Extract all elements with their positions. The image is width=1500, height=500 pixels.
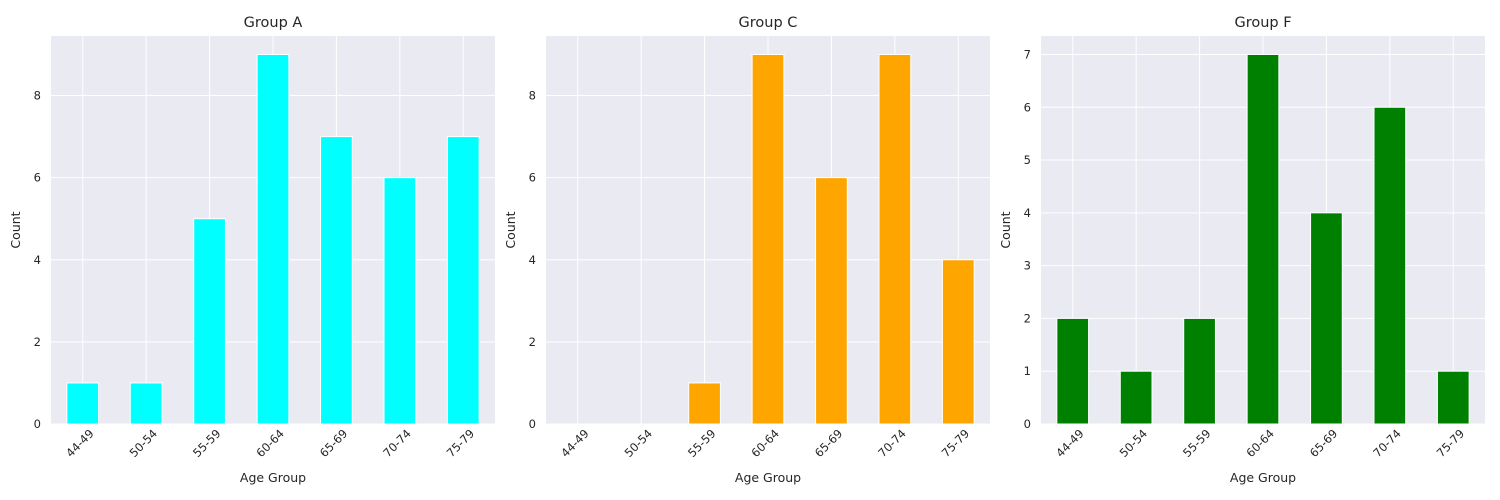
chart-1-ytick-label: 4: [34, 253, 41, 267]
chart-3-ytick-label: 5: [1024, 153, 1031, 167]
chart-3-xtick-label: 50-54: [1117, 426, 1151, 460]
chart-3-bar-65-69: [1310, 212, 1343, 425]
chart-2-xtick-label: 50-54: [622, 426, 656, 460]
chart-3-ytick-label: 2: [1024, 311, 1031, 325]
chart-3-xtick-label: 65-69: [1307, 426, 1341, 460]
chart-3: 0 1 2 3 4 5 6 7 44-49 50-54 55-59 60-64 65-69 70-74 75…: [998, 15, 1485, 485]
chart-1-xtick-label: 55-59: [190, 426, 224, 460]
chart-3-title: Group F: [1234, 15, 1291, 31]
chart-2-bar-75-79: [941, 259, 975, 425]
chart-1-xtick-label: 75-79: [444, 426, 478, 460]
chart-2-bar-70-74: [878, 53, 912, 425]
chart-3-bar-55-59: [1183, 317, 1216, 425]
chart-2-bar-65-69: [815, 177, 848, 425]
chart-2-xtick-label: 44-49: [558, 426, 592, 460]
chart-2: 0 2 4 6 8 44-49 50-54 55-59 60-64 65-69 70-74 75-79…: [503, 15, 990, 485]
chart-3-xtick-label: 55-59: [1180, 426, 1214, 460]
chart-3-xtick-label: 75-79: [1434, 426, 1468, 460]
chart-2-bar-55-59: [688, 382, 721, 425]
chart-1-title: Group A: [244, 15, 303, 31]
chart-2-bar-60-64: [751, 53, 785, 425]
chart-2-ytick-label: 2: [529, 335, 536, 349]
chart-2-title: Group C: [739, 15, 798, 31]
chart-1-bar-65-69: [320, 136, 353, 425]
chart-3-bar-50-54: [1119, 370, 1153, 425]
chart-1-bar-60-64: [256, 53, 290, 425]
chart-2-ytick-label: 6: [529, 171, 536, 185]
chart-3-xtick-label: 60-64: [1243, 426, 1277, 460]
chart-2-ytick-label: 8: [529, 89, 536, 103]
chart-3-bar-60-64: [1246, 53, 1280, 425]
chart-3-ytick-label: 7: [1024, 47, 1031, 61]
chart-3-ytick-label: 0: [1024, 417, 1031, 431]
chart-1: 0 2 4 6 8 44-49 50-54 55-59 60-64 65-69 70-74 75-79…: [8, 15, 495, 485]
chart-3-xaxis-label: Age Group: [1230, 470, 1296, 485]
chart-2-ytick-label: 4: [529, 253, 536, 267]
chart-1-xtick-label: 60-64: [253, 426, 287, 460]
chart-1-xtick-label: 50-54: [127, 426, 161, 460]
chart-1-bar-55-59: [193, 218, 226, 425]
chart-2-xtick-label: 55-59: [685, 426, 719, 460]
chart-2-xtick-label: 60-64: [748, 426, 782, 460]
chart-3-bar-75-79: [1436, 370, 1470, 425]
chart-3-xtick-label: 44-49: [1053, 426, 1087, 460]
chart-2-ytick-label: 0: [529, 417, 536, 431]
chart-2-xtick-label: 65-69: [812, 426, 846, 460]
chart-3-bar-70-74: [1373, 106, 1407, 425]
chart-2-xtick-label: 70-74: [875, 426, 909, 460]
chart-1-bar-44-49: [66, 382, 100, 425]
chart-2-yaxis-label: Count: [503, 211, 518, 248]
chart-1-ytick-label: 2: [34, 335, 41, 349]
chart-1-xtick-label: 70-74: [380, 426, 414, 460]
chart-1-ytick-label: 6: [34, 171, 41, 185]
chart-1-xtick-label: 44-49: [63, 426, 97, 460]
chart-1-bar-50-54: [129, 382, 163, 425]
chart-1-xaxis-label: Age Group: [240, 470, 306, 485]
chart-1-ytick-label: 0: [34, 417, 41, 431]
chart-1-ytick-label: 8: [34, 89, 41, 103]
chart-1-bar-75-79: [446, 136, 480, 425]
chart-3-ytick-label: 4: [1024, 206, 1031, 220]
chart-1-yaxis-label: Count: [8, 211, 23, 248]
chart-3-ytick-label: 1: [1024, 364, 1031, 378]
chart-1-xtick-label: 65-69: [317, 426, 351, 460]
chart-2-xaxis-label: Age Group: [735, 470, 801, 485]
chart-3-xtick-label: 70-74: [1370, 426, 1404, 460]
chart-3-bar-44-49: [1056, 317, 1090, 425]
chart-3-ytick-label: 3: [1024, 259, 1031, 273]
chart-1-bar-70-74: [383, 177, 417, 425]
chart-2-xtick-label: 75-79: [939, 426, 973, 460]
chart-3-yaxis-label: Count: [998, 211, 1013, 248]
chart-3-ytick-label: 6: [1024, 100, 1031, 114]
